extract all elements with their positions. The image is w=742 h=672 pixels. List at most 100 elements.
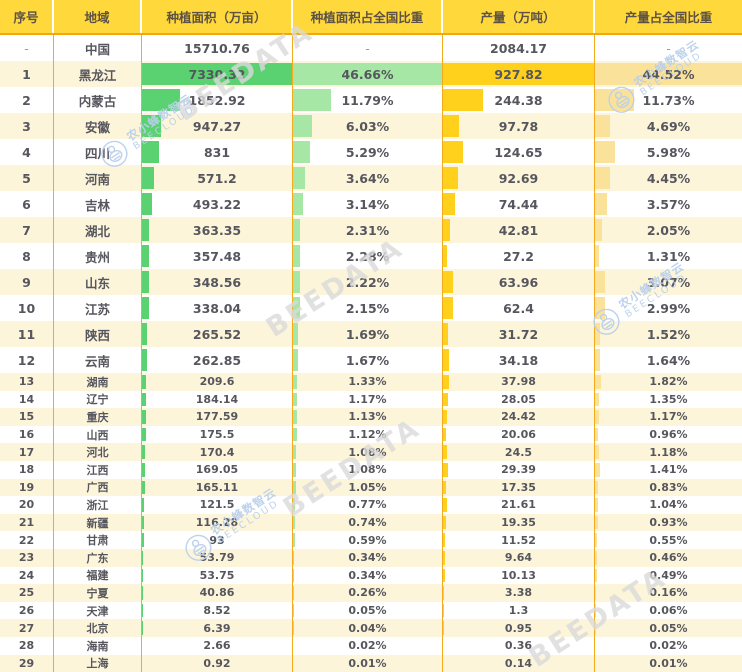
output-share-value: 44.52% [642,66,695,82]
region-value: 天津 [86,604,109,618]
output-share-cell: 1.35% [595,391,742,409]
area-share-value: 0.59% [348,533,387,547]
output-bar [443,392,448,407]
region-cell: 广东 [54,548,142,567]
output-cell: 21.61 [443,496,595,514]
region-cell: 福建 [54,566,142,585]
output-share-value: 3.57% [646,196,691,212]
output-share-value: 5.98% [646,144,691,160]
output-cell: 0.95 [443,619,595,637]
output-value: 3.38 [504,586,533,600]
rank-cell: 22 [0,531,54,549]
area-cell: 15710.76 [142,35,293,61]
area-bar [142,586,143,600]
output-cell: 10.13 [443,566,595,585]
rank-cell: 14 [0,390,54,409]
output-share-cell: 3.07% [595,269,742,295]
table-row: 27 北京 6.39 0.04% 0.95 0.05% [0,619,742,637]
area-share-bar [293,410,297,424]
output-share-cell: 0.46% [595,549,742,567]
area-share-value: 2.31% [345,222,390,238]
output-bar [443,427,447,442]
area-bar [142,297,149,319]
output-bar [443,271,454,293]
output-value: 0.95 [504,621,533,635]
table-row: 6 吉林 493.22 3.14% 74.44 3.57% [0,191,742,217]
rank-value: 28 [18,639,35,653]
output-bar [443,586,444,600]
column-header-region: 地域 [54,0,142,33]
output-share-value: 1.35% [649,392,688,406]
area-share-cell: 1.12% [293,425,443,444]
area-share-value: 0.74% [348,516,387,530]
region-cell: 河北 [54,443,142,461]
area-value: 493.22 [192,196,242,212]
output-value: 0.14 [504,656,533,670]
rank-cell: 24 [0,566,54,585]
output-share-cell: 0.06% [595,602,742,620]
area-cell: 265.52 [142,321,293,347]
region-cell: 吉林 [54,191,142,217]
table-row: 3 安徽 947.27 6.03% 97.78 4.69% [0,113,742,139]
area-share-value: 1.69% [345,326,390,342]
rank-cell: 26 [0,601,54,620]
area-share-value: 0.02% [348,639,387,653]
output-share-value: 1.31% [646,248,691,264]
output-value: 37.98 [501,375,536,389]
rank-value: 15 [18,410,35,424]
area-value: 831 [203,144,231,160]
output-share-bar [595,533,597,547]
output-cell: 97.78 [443,113,595,139]
area-share-bar [293,462,297,477]
output-cell: 74.44 [443,191,595,217]
output-share-value: 1.41% [649,463,688,477]
rank-cell: 23 [0,548,54,567]
output-cell: 3.38 [443,584,595,602]
table-row: 25 宁夏 40.86 0.26% 3.38 0.16% [0,584,742,602]
column-header-area: 种植面积（万亩） [142,0,293,33]
area-share-cell: 1.17% [293,390,443,409]
table-row: 12 云南 262.85 1.67% 34.18 1.64% [0,347,742,373]
area-share-bar [293,245,301,267]
area-value: 53.75 [199,568,235,582]
region-value: 山西 [86,428,109,442]
region-cell: 江西 [54,460,142,479]
output-share-value: 0.06% [649,604,688,618]
region-value: 江西 [86,463,109,477]
output-share-bar [595,115,611,137]
output-cell: 17.35 [443,478,595,497]
area-share-cell: 46.66% [293,61,443,87]
area-share-bar [293,167,305,189]
area-cell: 53.75 [142,566,293,585]
rank-cell: 16 [0,425,54,444]
region-cell: 四川 [54,139,142,165]
area-share-cell: 1.69% [293,321,443,347]
region-cell: 内蒙古 [54,87,142,113]
table-row: 1 黑龙江 7330.32 46.66% 927.82 44.52% [0,61,742,87]
output-value: 9.64 [504,551,533,565]
area-share-cell: 11.79% [293,87,443,113]
rank-value: 3 [22,118,31,134]
output-share-bar [595,375,601,389]
area-cell: 363.35 [142,217,293,243]
rank-value: 10 [17,300,36,316]
output-share-bar [595,550,597,565]
area-bar [142,445,146,459]
area-share-bar [293,323,299,345]
area-bar [142,245,150,267]
area-share-cell: 2.28% [293,243,443,269]
area-share-value: 0.34% [348,568,387,582]
output-cell: 2084.17 [443,35,595,61]
area-share-cell: 6.03% [293,113,443,139]
output-cell: 20.06 [443,425,595,444]
output-share-cell: 1.04% [595,496,742,514]
output-value: 28.05 [501,392,536,406]
output-bar [443,375,450,389]
rank-cell: 28 [0,636,54,655]
table-row: 22 甘肃 93 0.59% 11.52 0.55% [0,531,742,549]
area-share-bar [293,219,301,241]
rank-value: 6 [22,196,31,212]
output-cell: 244.38 [443,87,595,113]
region-cell: 云南 [54,347,142,373]
